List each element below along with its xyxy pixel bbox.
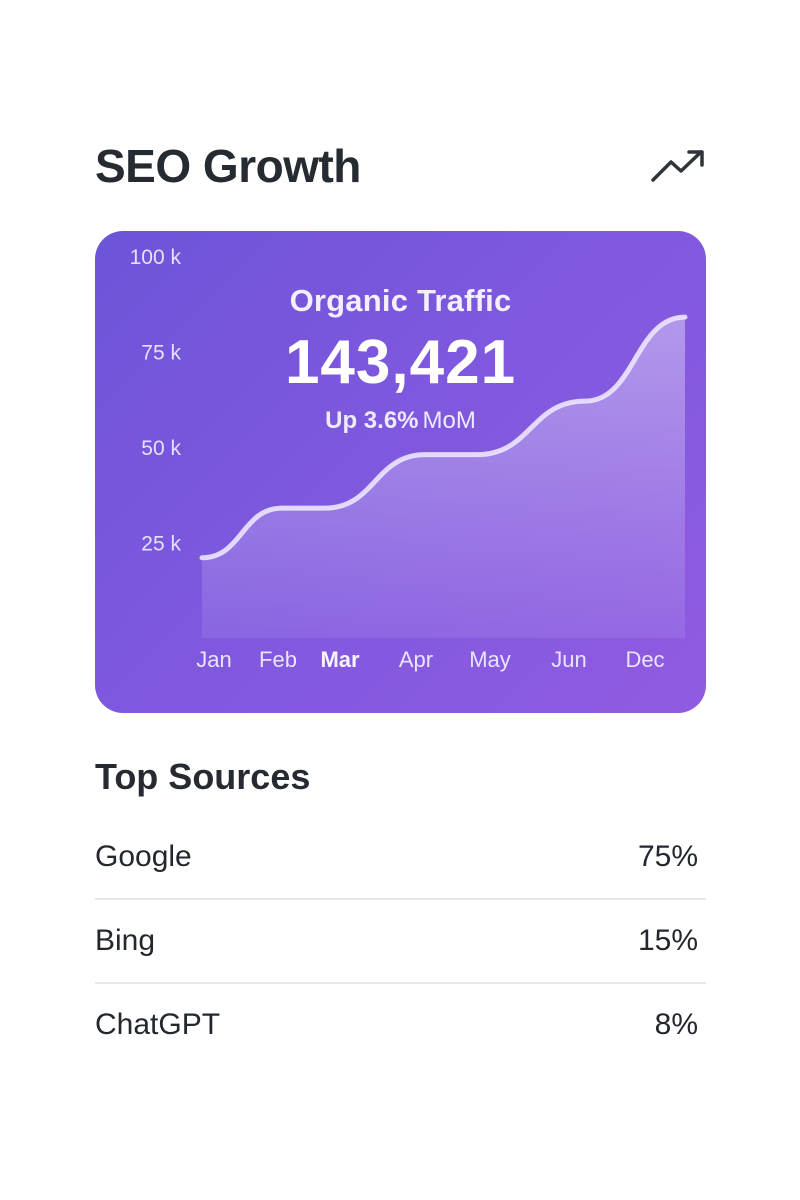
x-tick-apr: Apr: [399, 647, 433, 672]
x-tick-jun: Jun: [551, 647, 586, 672]
x-axis-ticks: Jan Feb Mar Apr May Jun Dec: [196, 647, 664, 672]
traffic-line: [199, 314, 688, 561]
source-name: Google: [95, 840, 192, 873]
traffic-change: Up 3.6% MoM: [95, 407, 706, 435]
source-row-chatgpt[interactable]: ChatGPT 8%: [95, 984, 706, 1068]
page-title: SEO Growth: [95, 140, 361, 192]
source-value: 75%: [637, 840, 698, 873]
source-row-google[interactable]: Google 75%: [95, 816, 706, 900]
change-unit: MoM: [422, 407, 476, 434]
x-tick-feb: Feb: [259, 647, 297, 672]
y-tick-label: 25 k: [141, 533, 181, 556]
traffic-value: 143,421: [284, 328, 517, 397]
change-label: Up 3.6%: [325, 407, 419, 434]
y-tick-label: 100 k: [130, 246, 182, 269]
source-name: ChatGPT: [95, 1008, 221, 1041]
source-list: Google 75% Bing 15% ChatGPT 8%: [95, 816, 706, 1068]
page-header: SEO Growth: [95, 138, 707, 194]
card-title: Organic Traffic: [289, 283, 512, 318]
source-row-bing[interactable]: Bing 15%: [95, 900, 706, 984]
x-tick-dec: Dec: [625, 647, 664, 672]
source-value: 8%: [654, 1008, 698, 1041]
source-value: 15%: [637, 924, 698, 957]
y-tick-label: 75 k: [141, 342, 181, 365]
y-tick-label: 50 k: [141, 437, 181, 460]
x-tick-jan: Jan: [196, 647, 231, 672]
organic-traffic-card: 100 k 75 k 50 k 25 k Jan Feb Mar Apr May Jun Dec …: [95, 231, 706, 713]
source-name: Bing: [95, 924, 156, 957]
y-axis-ticks: 100 k 75 k 50 k 25 k: [130, 246, 182, 556]
x-tick-may: May: [469, 647, 511, 672]
x-tick-mar: Mar: [320, 647, 360, 672]
organic-traffic-chart: 100 k 75 k 50 k 25 k Jan Feb Mar Apr May Jun Dec: [130, 246, 688, 672]
traffic-area-fill: [202, 317, 685, 638]
trending-up-icon[interactable]: [651, 146, 707, 184]
top-sources-title: Top Sources: [95, 756, 311, 797]
